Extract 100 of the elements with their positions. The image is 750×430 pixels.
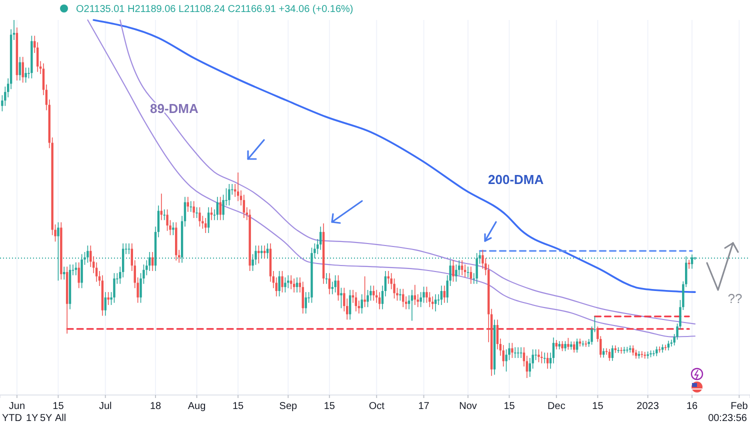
- candlestick: [160, 193, 162, 221]
- candlestick: [337, 274, 340, 302]
- candlestick: [287, 274, 290, 289]
- candlestick: [544, 352, 546, 364]
- candlestick: [74, 262, 78, 276]
- candlestick: [236, 172, 240, 202]
- candlestick: [18, 56, 21, 81]
- candlestick: [567, 338, 570, 350]
- candlestick: [511, 342, 514, 358]
- candlestick: [470, 266, 472, 284]
- candlestick: [196, 206, 198, 218]
- candlestick: [426, 286, 428, 304]
- candlestick: [564, 340, 566, 352]
- candlestick: [340, 287, 342, 309]
- candlestick: [644, 351, 646, 360]
- candlestick: [534, 348, 537, 360]
- candlestick: [455, 264, 458, 282]
- x-tick-label: 2023: [636, 401, 660, 412]
- candlestick: [582, 340, 584, 347]
- candlestick: [466, 266, 470, 278]
- candlestick: [186, 196, 190, 212]
- x-tick-label: Oct: [368, 401, 385, 412]
- candlestick: [278, 270, 280, 297]
- candlestick: [216, 196, 219, 221]
- x-tick-label: 18: [150, 401, 162, 412]
- text: O21135.01 H21189.06 L21108.24 C21166.91 +34.06 (+0.16%): [76, 4, 354, 15]
- x-tick-label: 15: [232, 401, 244, 412]
- candlestick: [434, 294, 437, 312]
- candlestick: [656, 346, 658, 357]
- candlestick: [667, 340, 670, 351]
- x-tick-label: 15: [324, 401, 336, 412]
- candlestick: [302, 281, 304, 314]
- candlestick: [328, 272, 331, 295]
- candlestick: [348, 290, 352, 320]
- candlestick: [584, 340, 587, 348]
- candlestick: [219, 196, 222, 221]
- candlestick: [546, 352, 549, 370]
- candlestick: [664, 344, 667, 351]
- candlestick: [422, 286, 425, 304]
- candlestick: [325, 272, 328, 284]
- x-tick-label: 16: [686, 401, 698, 412]
- annotation: ??: [728, 291, 742, 306]
- candlestick: [210, 206, 213, 221]
- candlestick: [561, 340, 564, 352]
- candlestick: [558, 340, 560, 350]
- candlestick: [78, 262, 80, 289]
- candlestick: [242, 194, 246, 218]
- candlestick: [281, 270, 284, 293]
- candlestick: [172, 222, 174, 236]
- x-tick-label: Feb: [730, 401, 748, 412]
- candlestick: [366, 290, 369, 308]
- series-label: 200-DMA: [488, 172, 544, 187]
- x-tick-label: 15: [504, 401, 516, 412]
- x-tick-label: Aug: [188, 401, 206, 412]
- candlestick: [378, 292, 381, 310]
- x-tick-label: Dec: [548, 401, 566, 412]
- candlestick: [228, 184, 230, 206]
- x-tick-label: 17: [418, 401, 430, 412]
- candlestick: [514, 346, 516, 358]
- candlestick: [198, 206, 201, 227]
- candlestick: [192, 200, 195, 218]
- candlestick: [22, 56, 24, 84]
- candlestick: [443, 285, 446, 304]
- x-tick-label: 15: [52, 401, 64, 412]
- candlestick: [113, 272, 116, 304]
- candlestick: [24, 67, 27, 84]
- text: YTD: [2, 413, 22, 424]
- candlestick: [190, 200, 192, 212]
- candlestick: [284, 277, 286, 293]
- candlestick: [104, 292, 106, 316]
- text: 5Y: [40, 413, 53, 424]
- x-tick-label: 15: [592, 401, 604, 412]
- candlestick: [399, 288, 402, 302]
- candlestick: [166, 208, 168, 232]
- text: 00:23:56: [708, 413, 748, 424]
- candlestick: [290, 274, 292, 290]
- candlestick: [207, 206, 210, 234]
- candlestick: [538, 348, 540, 363]
- candlestick: [334, 274, 336, 293]
- candlestick: [638, 350, 640, 360]
- candlestick: [688, 259, 690, 270]
- candlestick: [432, 296, 434, 310]
- candlestick: [304, 292, 307, 314]
- candlestick: [540, 351, 543, 364]
- candlestick: [107, 292, 110, 306]
- text: All: [55, 413, 66, 424]
- candlestick: [460, 260, 464, 276]
- x-tick-label: Nov: [459, 401, 477, 412]
- x-tick-label: Sep: [279, 401, 298, 412]
- candlestick: [319, 226, 322, 250]
- candlestick: [372, 285, 375, 302]
- candlestick: [516, 346, 520, 358]
- candlestick: [640, 350, 644, 358]
- candlestick: [364, 276, 366, 308]
- candlestick: [402, 288, 404, 308]
- candlestick: [520, 346, 522, 358]
- candlestick: [452, 260, 454, 282]
- text: 1Y: [26, 413, 39, 424]
- x-tick-label: Jun: [8, 401, 26, 412]
- candlestick: [258, 245, 260, 264]
